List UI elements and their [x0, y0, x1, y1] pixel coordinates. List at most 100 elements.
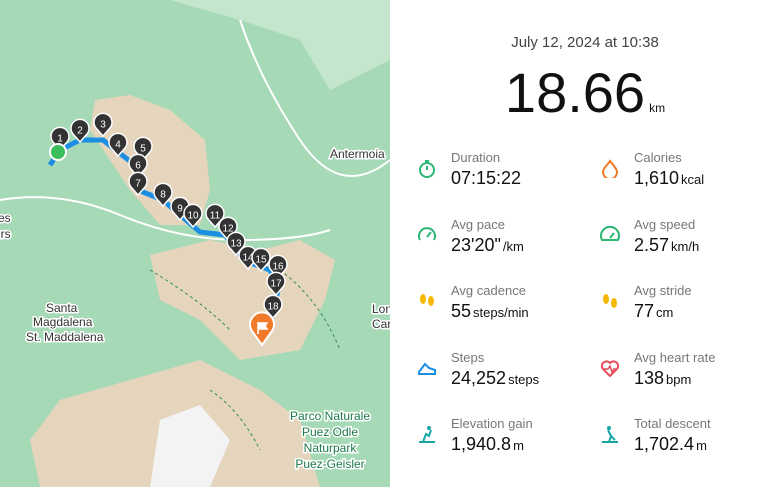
marker-pin	[266, 271, 286, 297]
marker-pin	[128, 153, 148, 179]
stat-label: Avg pace	[451, 216, 505, 232]
stat-value-row: 1,610 kcal	[634, 168, 780, 189]
stat-unit: /km	[502, 238, 524, 254]
stat-icon	[420, 294, 434, 306]
stat-unit: m	[513, 438, 524, 453]
stat-item: Avg speed 2.57 km/h	[600, 216, 780, 256]
stat-item: Avg stride 77 cm	[603, 283, 780, 322]
stat-value-row: 1,940.8 m	[451, 434, 631, 455]
map-label: ers	[0, 227, 11, 241]
marker-label: 10	[187, 211, 199, 222]
stat-value-row: 23'20"/km	[451, 235, 631, 256]
stat-label: Avg heart rate	[634, 349, 716, 365]
route-marker: 18	[263, 294, 283, 320]
marker-pin	[128, 171, 148, 197]
stat-item: Total descent 1,702.4 m	[602, 416, 780, 455]
stat-label: Duration	[451, 150, 501, 165]
marker-label: 14	[242, 253, 254, 264]
stat-label: Elevation gain	[451, 416, 533, 431]
stat-label: Calories	[634, 150, 682, 165]
stat-value-row: 1,702.4 m	[634, 434, 780, 455]
stat-icon	[419, 160, 435, 178]
map-label: Antermoia	[330, 147, 385, 161]
stat-item: Duration 07:15:22	[419, 150, 631, 189]
stat-icon	[418, 361, 436, 375]
marker-label: 15	[255, 255, 267, 266]
start-pin	[49, 143, 67, 161]
stat-icon	[600, 225, 620, 241]
map-label: Magdalena	[33, 315, 93, 329]
map-label: Puez-Geisler	[295, 457, 364, 471]
marker-pin	[205, 203, 225, 229]
stat-value: 138	[634, 367, 665, 388]
stat-value-row: 55 steps/min	[451, 301, 631, 322]
stat-item: Calories 1,610 kcal	[601, 150, 780, 189]
stat-value-row: 24,252 steps	[451, 368, 631, 389]
stat-item: Elevation gain 1,940.8 m	[419, 416, 631, 455]
stat-label: Avg speed	[634, 216, 696, 232]
map[interactable]: Antermoia res ers Lon Car Santa Magdalen…	[0, 0, 390, 487]
marker-pin	[70, 118, 90, 144]
stat-value-row: 07:15:22	[451, 168, 631, 189]
stat-icon	[601, 159, 619, 178]
map-label: Car	[372, 317, 390, 331]
marker-label: 3	[100, 120, 106, 131]
flag-icon	[257, 322, 269, 334]
stat-unit: steps	[508, 371, 540, 387]
summary-panel: July 12, 2024 at 10:38 18.66 km Duration 0…	[390, 0, 780, 487]
map-label: Puez Odle	[302, 425, 358, 439]
stat-unit: steps/min	[473, 305, 529, 320]
stat-value: 77	[634, 301, 655, 321]
marker-label: 7	[135, 179, 141, 190]
route-marker: 10	[183, 203, 203, 229]
map-label: Naturpark	[304, 441, 358, 455]
stat-unit: kcal	[681, 172, 705, 187]
marker-label: 6	[135, 161, 141, 172]
stat-value: 2.57	[634, 234, 670, 255]
stat-value-row: 2.57 km/h	[634, 235, 780, 256]
stat-value: 23'20"	[451, 234, 501, 255]
distance-unit: km	[649, 101, 666, 115]
distance-value: 18.66	[504, 61, 646, 124]
distance: 18.66 km	[390, 60, 780, 125]
marker-label: 2	[77, 126, 83, 137]
marker-label: 11	[210, 211, 221, 222]
stat-value-row: 138 bpm	[634, 368, 780, 389]
stat-unit: km/h	[671, 238, 700, 254]
marker-pin	[153, 182, 173, 208]
stat-value-row: 77 cm	[634, 301, 780, 322]
route-marker: 3	[93, 112, 113, 138]
stat-value: 07:15:22	[451, 168, 522, 188]
marker-label: 1	[57, 134, 63, 145]
stat-value: 1,940.8	[451, 434, 512, 454]
stat-unit: bpm	[666, 371, 692, 387]
stat-item: Avg pace 23'20"/km	[418, 216, 631, 256]
route-marker: 4	[108, 132, 128, 158]
marker-label: 18	[267, 302, 279, 313]
map-label: Santa	[46, 301, 78, 315]
stat-unit: m	[696, 438, 707, 453]
map-label: Lon	[372, 302, 390, 316]
marker-pin	[263, 294, 283, 320]
marker-label: 5	[140, 144, 146, 155]
stat-label: Steps	[451, 349, 485, 365]
marker-label: 9	[177, 204, 183, 215]
route-marker: 11	[205, 203, 225, 229]
stat-icon	[602, 426, 618, 443]
map-label: res	[0, 211, 11, 225]
route-marker: 2	[70, 118, 90, 144]
route-marker: 6	[128, 153, 148, 179]
stat-value: 1,702.4	[634, 434, 695, 454]
stat-label: Total descent	[634, 416, 711, 431]
stat-value: 1,610	[634, 168, 680, 188]
marker-pin	[93, 112, 113, 138]
stat-icon	[418, 226, 436, 240]
stat-label: Avg cadence	[451, 283, 526, 298]
stat-icon	[603, 294, 617, 308]
stat-value: 24,252	[451, 367, 507, 388]
stat-unit: cm	[656, 305, 674, 320]
stat-item: Avg cadence 55 steps/min	[420, 283, 631, 322]
route-marker: 7	[128, 171, 148, 197]
stat-icon	[419, 426, 435, 443]
